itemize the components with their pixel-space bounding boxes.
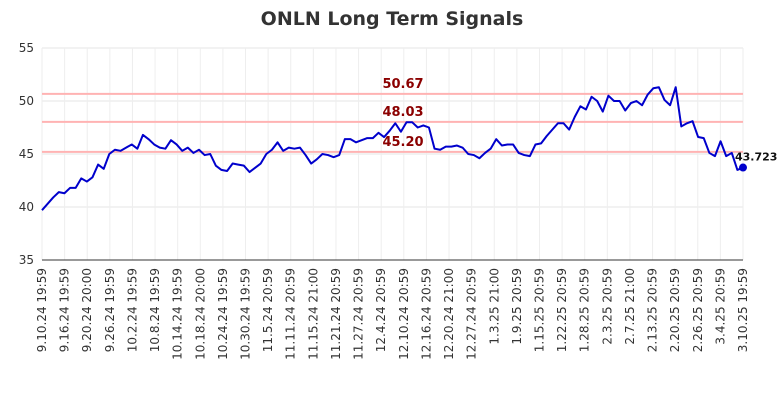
x-tick-label: 2.26.25 20:59 <box>691 268 705 352</box>
x-tick-label: 11.5.24 20:59 <box>261 268 275 352</box>
x-tick-label: 1.9.25 20:59 <box>510 268 524 345</box>
y-tick-label: 35 <box>19 253 34 267</box>
x-tick-label: 12.4.24 20:59 <box>374 268 388 352</box>
x-tick-label: 9.10.24 19:59 <box>35 268 49 352</box>
x-tick-label: 2.20.25 20:59 <box>668 268 682 352</box>
x-tick-label: 2.13.25 20:59 <box>646 268 660 352</box>
last-value-label: 43.723 <box>735 151 777 164</box>
x-tick-label: 1.15.25 20:59 <box>532 268 546 352</box>
x-tick-label: 10.14.24 19:59 <box>171 268 185 360</box>
y-tick-label: 55 <box>19 41 34 55</box>
x-tick-label: 1.28.25 20:59 <box>578 268 592 352</box>
x-tick-label: 11.11.24 20:59 <box>284 268 298 360</box>
x-tick-label: 9.16.24 19:59 <box>58 268 72 352</box>
y-tick-label: 40 <box>19 200 34 214</box>
x-tick-label: 12.10.24 20:59 <box>397 268 411 360</box>
x-tick-label: 12.20.24 21:00 <box>442 268 456 360</box>
x-tick-label: 3.10.25 19:59 <box>736 268 750 352</box>
x-tick-label: 12.27.24 20:59 <box>465 268 479 360</box>
x-tick-label: 10.30.24 19:59 <box>239 268 253 360</box>
x-tick-label: 10.2.24 19:59 <box>125 268 139 352</box>
x-tick-label: 11.15.24 21:00 <box>306 268 320 360</box>
x-tick-label: 1.22.25 20:59 <box>555 268 569 352</box>
x-tick-label: 3.4.25 20:59 <box>713 268 727 345</box>
x-tick-label: 9.26.24 19:59 <box>103 268 117 352</box>
x-tick-label: 2.3.25 20:59 <box>600 268 614 345</box>
x-tick-label: 10.8.24 19:59 <box>148 268 162 352</box>
x-tick-label: 10.18.24 20:00 <box>193 268 207 360</box>
y-tick-label: 45 <box>19 147 34 161</box>
last-value-marker <box>739 163 747 172</box>
x-tick-label: 11.21.24 20:59 <box>329 268 343 360</box>
x-tick-label: 12.16.24 20:59 <box>419 268 433 360</box>
x-tick-label: 2.7.25 21:00 <box>623 268 637 345</box>
x-tick-label: 10.24.24 19:59 <box>216 268 230 360</box>
x-tick-label: 1.3.25 21:00 <box>487 268 501 345</box>
x-tick-label: 9.20.24 20:00 <box>80 268 94 352</box>
y-tick-label: 50 <box>19 94 34 108</box>
reference-line-label: 48.03 <box>382 105 423 120</box>
x-tick-label: 11.27.24 20:59 <box>352 268 366 360</box>
reference-line-label: 50.67 <box>382 77 423 92</box>
price-series-line <box>41 86 744 211</box>
reference-line-label: 45.20 <box>382 135 423 150</box>
chart-title: ONLN Long Term Signals <box>261 8 524 30</box>
